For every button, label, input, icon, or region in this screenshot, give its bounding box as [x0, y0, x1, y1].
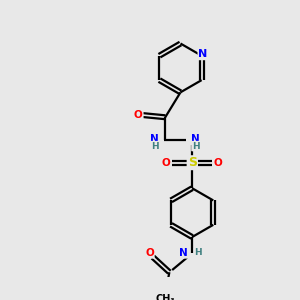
Text: S: S — [188, 156, 196, 169]
Text: N: N — [198, 49, 208, 59]
Text: H: H — [194, 248, 202, 257]
Text: O: O — [145, 248, 154, 258]
Text: O: O — [214, 158, 223, 168]
Text: N: N — [179, 248, 188, 258]
Text: H: H — [192, 142, 200, 151]
Text: CH₃: CH₃ — [155, 294, 175, 300]
Text: H: H — [151, 142, 158, 151]
Text: N: N — [191, 134, 200, 144]
Text: O: O — [134, 110, 143, 120]
Text: O: O — [162, 158, 170, 168]
Text: N: N — [150, 134, 159, 144]
